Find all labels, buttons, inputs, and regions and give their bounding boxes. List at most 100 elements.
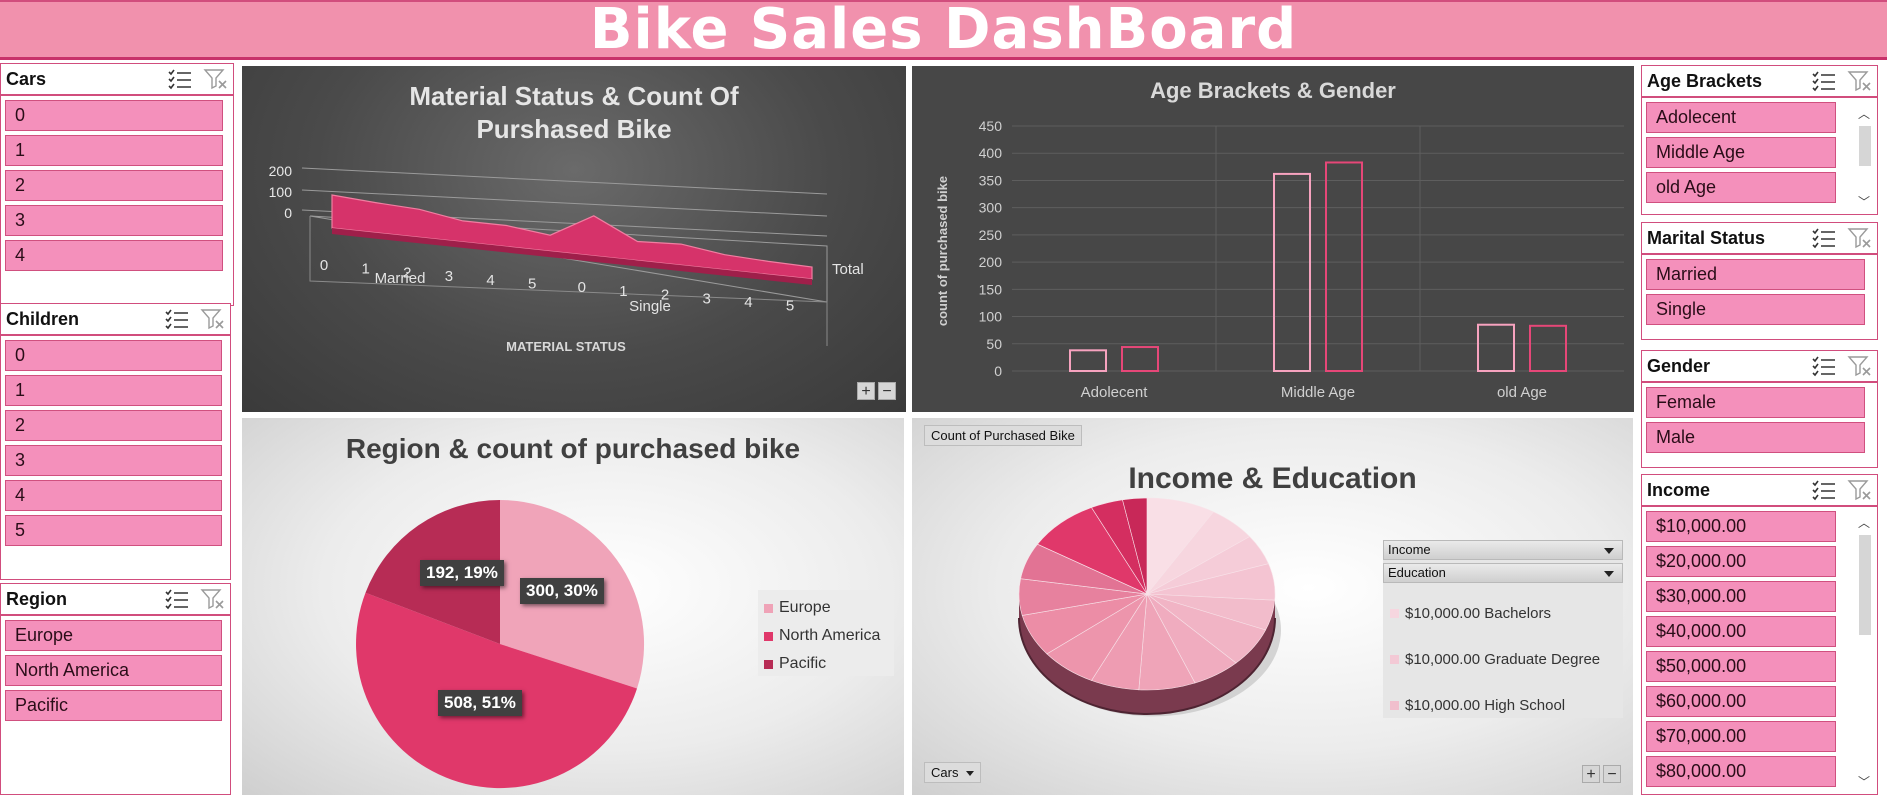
children-slicer: Children 0 1 2 3 4 5 [0,303,231,580]
scroll-down-icon[interactable]: ﹀ [1858,195,1871,209]
education-filter-dropdown[interactable]: Education [1383,563,1623,583]
region-item-north-america[interactable]: North America [5,655,222,686]
income-education-chart[interactable]: Count of Purchased Bike Income & Educati… [912,418,1633,795]
legend-bachelors[interactable]: $10,000.00 Bachelors [1390,590,1620,636]
cars-item-4[interactable]: 4 [5,240,223,271]
cars-item-1[interactable]: 1 [5,135,223,166]
value-field-button[interactable]: Count of Purchased Bike [924,425,1082,446]
age-item-middle-age[interactable]: Middle Age [1646,137,1836,168]
x-tick-label: 3 [445,268,453,285]
dashboard-header: Bike Sales DashBoard [0,0,1887,60]
children-item-4[interactable]: 4 [5,480,222,511]
income-item-60000[interactable]: $60,000.00 [1646,686,1836,717]
multiselect-icon[interactable] [167,68,193,90]
income-item-40000[interactable]: $40,000.00 [1646,616,1836,647]
y-axis-title: count of purchased bike [935,176,950,326]
age-gender-chart[interactable]: Age Brackets & Gender 450 400 350 300 250 200… [912,66,1634,412]
multiselect-icon[interactable] [1811,355,1837,377]
marital-item-single[interactable]: Single [1646,294,1865,325]
x-tick-label: 2 [403,264,411,281]
x-tick-label: 2 [661,287,669,304]
income-filter-dropdown[interactable]: Income [1383,540,1623,560]
scroll-up-icon[interactable]: ︿ [1858,516,1871,530]
zoom-in-button[interactable]: + [1582,765,1600,783]
region-chart-title: Region & count of purchased bike [345,433,801,464]
chevron-down-icon [966,771,975,776]
material-status-chart[interactable]: Material Status & Count Of Pursh​ased Bi… [242,66,906,412]
age-item-old-age[interactable]: old Age [1646,172,1836,203]
zoom-out-button[interactable]: − [1603,765,1621,783]
zoom-out-button[interactable]: − [878,382,896,400]
marital-slicer-header: Marital Status [1642,223,1877,255]
income-slicer-scrollbar[interactable]: ︿ ﹀ [1856,515,1874,790]
clear-filter-icon[interactable] [200,308,226,330]
marital-item-married[interactable]: Married [1646,259,1865,290]
income-item-20000[interactable]: $20,000.00 [1646,546,1836,577]
children-item-2[interactable]: 2 [5,410,222,441]
region-chart[interactable]: Region & count of purchased bike 300, 30… [242,418,904,795]
scroll-thumb[interactable] [1859,535,1871,635]
x-tick-label: Adolecent [1081,384,1149,401]
age-brackets-slicer: Age Brackets Adolecent Middle Age old Ag… [1641,65,1878,215]
gender-item-male[interactable]: Male [1646,422,1865,453]
region-legend: Europe North America Pacific [758,590,894,676]
gender-item-female[interactable]: Female [1646,387,1865,418]
children-slicer-title: Children [6,308,80,329]
age-chart-plot: 450 400 350 300 250 200 150 100 50 0 Adolecent Midd… [935,118,1624,401]
children-item-1[interactable]: 1 [5,375,222,406]
children-item-3[interactable]: 3 [5,445,222,476]
floor-front [309,216,828,346]
y-tick-label: 0 [994,363,1002,379]
series-area-total [331,194,813,280]
age-slicer-scrollbar[interactable]: ︿ ﹀ [1856,106,1874,210]
income-item-80000[interactable]: $80,000.00 [1646,756,1836,787]
income-item-50000[interactable]: $50,000.00 [1646,651,1836,682]
gridline [301,167,828,195]
material-title-line1: Material Status & Count Of [409,81,739,111]
clear-filter-icon[interactable] [1847,70,1873,92]
y-tick-label: 0 [284,205,292,221]
region-item-europe[interactable]: Europe [5,620,222,651]
axis-field-button[interactable]: Cars [924,762,982,783]
multiselect-icon[interactable] [1811,70,1837,92]
children-item-0[interactable]: 0 [5,340,222,371]
multiselect-icon[interactable] [164,308,190,330]
clear-filter-icon[interactable] [200,588,226,610]
y-tick-label: 350 [979,172,1003,188]
group-label-single: Single [629,298,671,315]
legend-europe[interactable]: Europe [764,594,888,622]
y-tick-label: 100 [979,309,1003,325]
age-slicer-title: Age Brackets [1647,70,1763,91]
legend-pacific[interactable]: Pacific [764,650,888,678]
cars-slicer: Cars 0 1 2 3 4 [0,63,234,306]
clear-filter-icon[interactable] [203,68,229,90]
multiselect-icon[interactable] [164,588,190,610]
income-item-10000[interactable]: $10,000.00 [1646,511,1836,542]
y-tick-label: 100 [269,184,293,200]
region-item-pacific[interactable]: Pacific [5,690,222,721]
income-slicer-title: Income [1647,479,1711,500]
cars-item-2[interactable]: 2 [5,170,223,201]
legend-high-school[interactable]: $10,000.00 High School [1390,682,1620,728]
multiselect-icon[interactable] [1811,227,1837,249]
income-pie-plot [1018,497,1281,717]
age-item-adolecent[interactable]: Adolecent [1646,102,1836,133]
legend-north-america[interactable]: North America [764,622,888,650]
scroll-thumb[interactable] [1859,126,1871,166]
clear-filter-icon[interactable] [1847,479,1873,501]
cars-item-0[interactable]: 0 [5,100,223,131]
multiselect-icon[interactable] [1811,479,1837,501]
zoom-in-button[interactable]: + [857,382,875,400]
series-area-front [332,228,812,285]
cars-item-3[interactable]: 3 [5,205,223,236]
income-item-30000[interactable]: $30,000.00 [1646,581,1836,612]
clear-filter-icon[interactable] [1847,227,1873,249]
children-item-5[interactable]: 5 [5,515,222,546]
scroll-down-icon[interactable]: ﹀ [1858,775,1871,789]
scroll-up-icon[interactable]: ︿ [1858,107,1871,121]
clear-filter-icon[interactable] [1847,355,1873,377]
legend-graduate-degree[interactable]: $10,000.00 Graduate Degree [1390,636,1620,682]
y-tick-label: 50 [986,336,1002,352]
income-item-70000[interactable]: $70,000.00 [1646,721,1836,752]
bar-old-age-s1 [1477,323,1515,373]
